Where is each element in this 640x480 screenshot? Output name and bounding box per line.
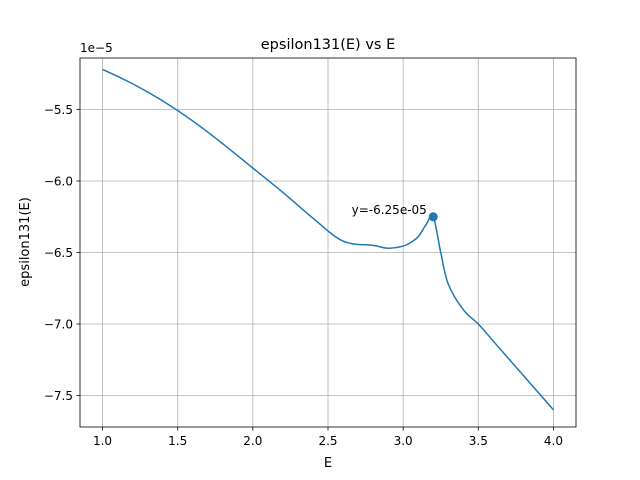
x-tick-label: 1.0 (93, 434, 112, 448)
y-tick-label: −6.0 (44, 175, 73, 189)
grid (80, 58, 576, 427)
x-axis-label: E (324, 456, 332, 471)
x-tick-label: 3.0 (394, 434, 413, 448)
y-tick-label: −6.5 (44, 246, 73, 260)
y-offset-label: 1e−5 (80, 41, 113, 55)
y-tick-label: −7.5 (44, 389, 73, 403)
x-tick-label: 1.5 (168, 434, 187, 448)
y-tick-label: −7.0 (44, 318, 73, 332)
x-tick-label: 3.5 (469, 434, 488, 448)
chart-title: epsilon131(E) vs E (261, 37, 395, 53)
x-tick-label: 4.0 (544, 434, 563, 448)
x-tick-label: 2.0 (243, 434, 262, 448)
ticks: 1.0 1.5 2.0 2.5 3.0 3.5 4.0 −5.5 −6.0 −6.5 −7.0 −7.… (44, 103, 563, 448)
y-tick-label: −5.5 (44, 103, 73, 117)
plot-frame (79, 57, 577, 428)
annotation-label: y=-6.25e-05 (352, 203, 427, 217)
annotation-marker (428, 212, 438, 222)
series-line (102, 68, 555, 411)
y-axis-label: epsilon131(E) (18, 197, 33, 287)
x-tick-label: 2.5 (318, 434, 337, 448)
